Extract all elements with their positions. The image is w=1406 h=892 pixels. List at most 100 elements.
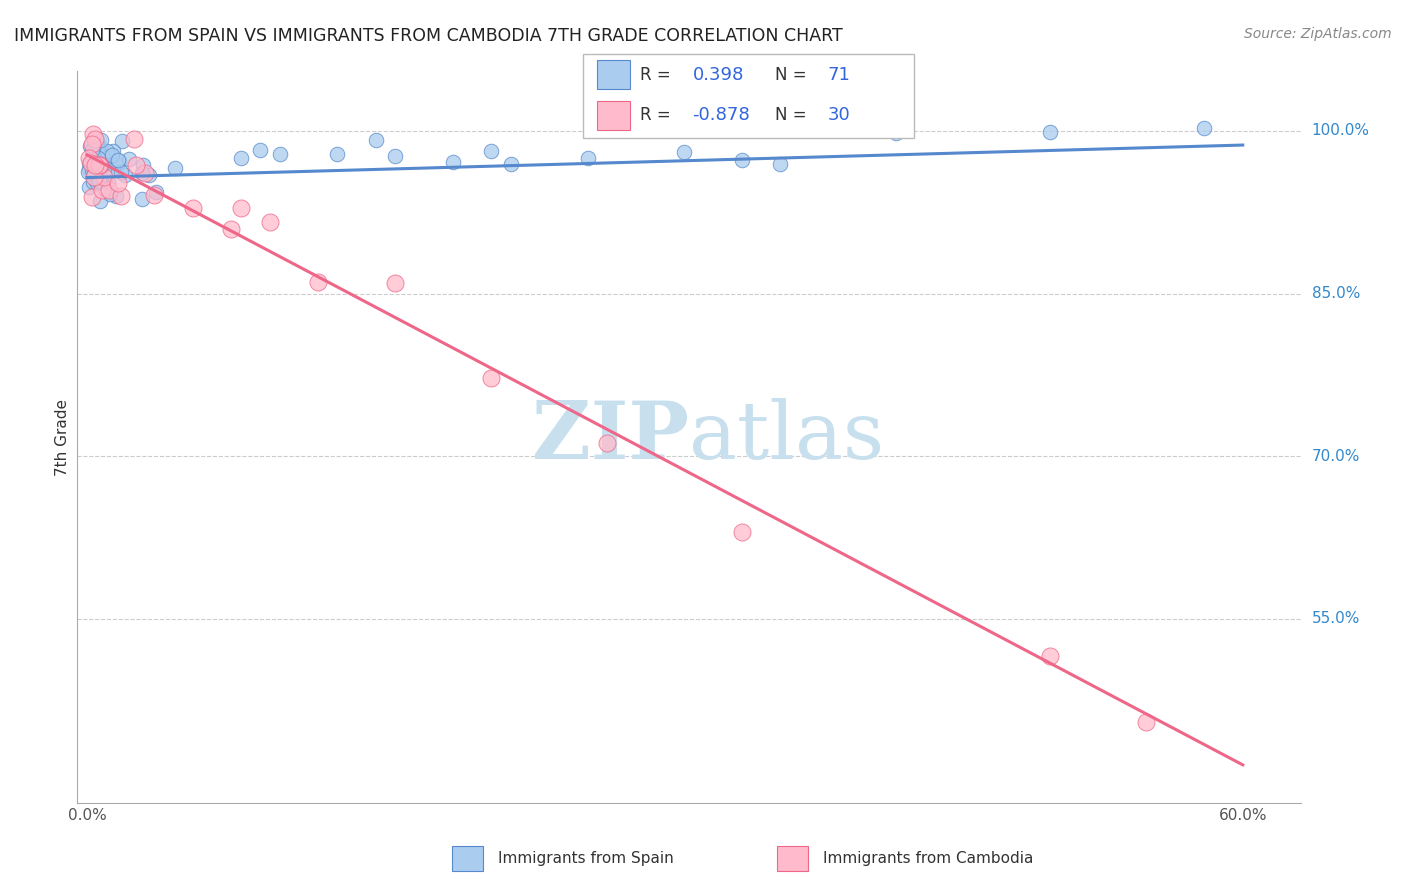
Text: Immigrants from Cambodia: Immigrants from Cambodia (824, 851, 1033, 866)
Point (83, 173, 105, 187)
FancyBboxPatch shape (583, 54, 914, 138)
Point (384, 149, 406, 163)
Point (110, 189, 132, 203)
Point (481, 145, 503, 159)
Point (138, 168, 160, 182)
Point (1135, 714, 1157, 729)
Point (114, 168, 136, 182)
Point (83, 165, 105, 179)
Point (84, 155, 107, 169)
Point (269, 147, 291, 161)
Point (77, 151, 100, 165)
Point (769, 157, 792, 171)
Point (105, 189, 128, 203)
Text: 71: 71 (828, 66, 851, 84)
Point (90, 172, 112, 186)
Point (441, 155, 464, 169)
Point (131, 158, 153, 172)
Point (87, 139, 110, 153)
Point (82, 190, 104, 204)
Point (499, 157, 522, 171)
FancyBboxPatch shape (453, 847, 484, 871)
Point (90, 150, 112, 164)
Point (93, 153, 115, 168)
Text: atlas: atlas (689, 398, 884, 476)
Point (97, 175, 120, 189)
Point (97, 183, 120, 197)
Point (86, 168, 108, 182)
Point (384, 276, 406, 290)
Point (89, 156, 111, 170)
Point (82, 175, 104, 189)
Point (76, 165, 98, 179)
Point (89, 157, 111, 171)
Point (91, 160, 114, 174)
Point (87, 136, 110, 151)
Point (111, 134, 134, 148)
Point (884, 126, 907, 140)
Point (90, 133, 112, 147)
Point (134, 166, 156, 180)
Point (103, 163, 125, 178)
Point (91, 160, 114, 174)
Point (731, 153, 754, 167)
Point (108, 154, 131, 169)
Text: Source: ZipAtlas.com: Source: ZipAtlas.com (1244, 27, 1392, 41)
Point (165, 161, 187, 175)
Point (145, 185, 167, 199)
Point (731, 524, 754, 539)
Point (576, 152, 599, 166)
Point (93, 164, 115, 178)
Point (89, 158, 111, 172)
Point (90, 173, 112, 187)
Point (83, 143, 105, 157)
Point (93, 169, 115, 184)
Point (1039, 125, 1062, 139)
Point (125, 158, 148, 172)
Point (82, 163, 104, 178)
Point (326, 146, 349, 161)
Text: 55.0%: 55.0% (1312, 611, 1360, 626)
Point (79, 138, 101, 153)
Point (98, 186, 121, 201)
Point (307, 275, 329, 289)
Point (84, 131, 107, 145)
Point (89, 174, 111, 188)
Point (82, 150, 104, 164)
Point (107, 176, 129, 190)
Point (89, 194, 111, 209)
Point (229, 202, 252, 216)
Point (82, 127, 104, 141)
Text: N =: N = (775, 66, 813, 84)
Point (89, 173, 111, 187)
Point (596, 436, 619, 450)
Point (143, 187, 166, 202)
Text: 85.0%: 85.0% (1312, 286, 1360, 301)
Point (91, 150, 114, 164)
Point (1039, 649, 1062, 664)
Point (91, 183, 114, 197)
Text: 30: 30 (828, 106, 851, 124)
Point (1192, 120, 1215, 135)
Point (80, 144, 103, 158)
Point (110, 165, 132, 179)
Point (107, 153, 129, 167)
Point (364, 133, 387, 147)
Text: N =: N = (775, 106, 813, 124)
Point (118, 152, 141, 166)
Point (481, 371, 503, 385)
FancyBboxPatch shape (596, 101, 630, 130)
Point (221, 222, 243, 236)
Point (80, 136, 103, 151)
Point (229, 151, 252, 165)
Point (96, 144, 118, 158)
Point (181, 201, 204, 215)
Text: IMMIGRANTS FROM SPAIN VS IMMIGRANTS FROM CAMBODIA 7TH GRADE CORRELATION CHART: IMMIGRANTS FROM SPAIN VS IMMIGRANTS FROM… (14, 27, 842, 45)
Point (77, 156, 100, 170)
Point (77, 161, 100, 176)
FancyBboxPatch shape (596, 61, 630, 89)
Point (131, 166, 153, 180)
Text: 100.0%: 100.0% (1312, 123, 1369, 138)
Point (673, 145, 696, 160)
Text: 0.398: 0.398 (693, 66, 744, 84)
